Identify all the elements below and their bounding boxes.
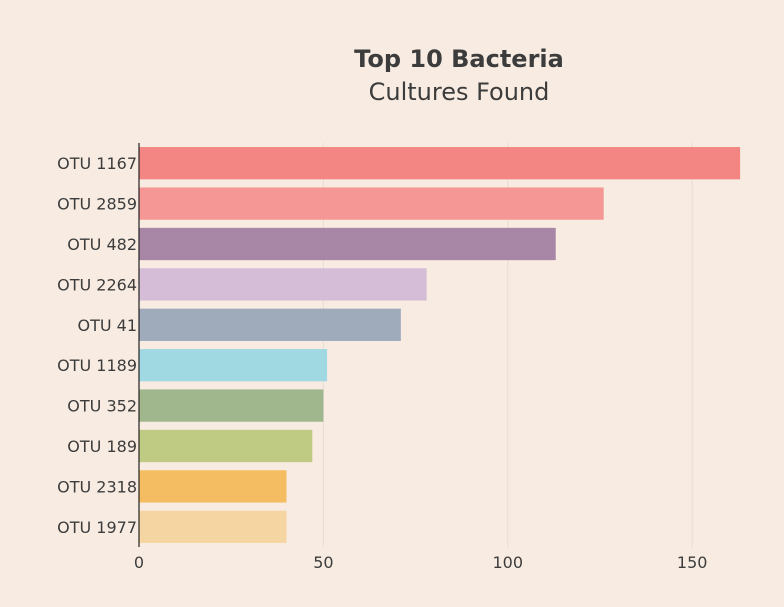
y-tick-label: OTU 41 — [77, 316, 137, 335]
y-tick-label: OTU 1167 — [57, 154, 137, 173]
bar[interactable] — [139, 308, 401, 341]
bar[interactable] — [139, 147, 741, 180]
chart-subtitle: Cultures Found — [369, 78, 550, 106]
y-tick-labels: OTU 1167 OTU 2859 OTU 482 OTU 2264 OTU 41 OTU… — [57, 154, 137, 537]
bar[interactable] — [139, 349, 328, 382]
bar[interactable] — [139, 268, 427, 301]
bar[interactable] — [139, 510, 287, 543]
bar[interactable] — [139, 470, 287, 503]
x-tick-label: 50 — [313, 553, 333, 572]
bar[interactable] — [139, 429, 313, 463]
y-tick-label: OTU 2318 — [57, 477, 137, 496]
y-tick-label: OTU 352 — [67, 397, 137, 416]
bar[interactable] — [139, 389, 324, 422]
x-tick-label: 150 — [677, 553, 708, 572]
y-tick-label: OTU 482 — [67, 235, 137, 254]
x-tick-label: 100 — [493, 553, 524, 572]
y-tick-label: OTU 189 — [67, 437, 137, 456]
y-tick-label: OTU 2264 — [57, 275, 137, 294]
bar[interactable] — [139, 227, 556, 261]
y-tick-label: OTU 2859 — [57, 195, 137, 214]
bar[interactable] — [139, 187, 604, 220]
bars — [139, 147, 741, 543]
x-tick-labels: 0 50 100 150 — [134, 553, 708, 572]
x-tick-label: 0 — [134, 553, 144, 572]
chart-title: Top 10 Bacteria — [354, 45, 564, 73]
y-tick-label: OTU 1189 — [57, 356, 137, 375]
y-tick-label: OTU 1977 — [57, 518, 137, 537]
